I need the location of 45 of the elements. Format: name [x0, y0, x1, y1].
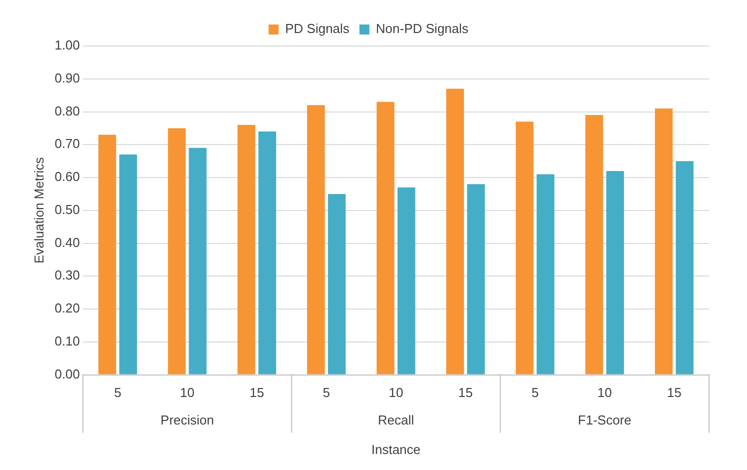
bar: [98, 134, 116, 374]
y-tick-label: 0.60: [54, 169, 80, 184]
legend-label: PD Signals: [285, 21, 350, 36]
bar: [168, 128, 186, 374]
bar: [307, 105, 325, 374]
x-tick-label: 10: [180, 385, 194, 400]
y-tick-label: 0.70: [54, 136, 80, 152]
x-tick-label: 5: [322, 385, 330, 400]
x-tick-label: 5: [531, 385, 539, 400]
bar: [398, 187, 416, 374]
y-tick-label: 0.50: [54, 202, 80, 217]
bar: [258, 131, 276, 374]
text: F1-Score: [578, 412, 632, 428]
y-axis-title: Evaluation Metrics: [31, 156, 46, 264]
legend-label: Non-PD Signals: [376, 21, 469, 36]
y-tick-label: 0.40: [54, 234, 80, 250]
y-tick-label: 0.90: [54, 70, 80, 86]
y-tick-label: 0.20: [54, 300, 80, 316]
bar: [467, 184, 485, 374]
text: Recall: [378, 412, 414, 428]
x-tick-label: 15: [666, 385, 682, 400]
y-tick-label: 0.30: [54, 268, 80, 283]
bar: [328, 194, 346, 374]
bar: [676, 161, 694, 374]
bar: [376, 102, 394, 374]
x-tick-label: 15: [458, 385, 473, 400]
y-tick-label: 0.10: [54, 334, 80, 348]
text: Precision: [160, 412, 214, 428]
y-tick-label: 0.00: [54, 366, 80, 382]
bar: [516, 122, 534, 374]
bar: [238, 124, 256, 374]
bar: [446, 88, 464, 374]
y-tick-label: 0.80: [54, 103, 80, 118]
x-tick-label: 10: [597, 385, 612, 400]
bar: [536, 174, 554, 374]
x-tick-label: 5: [114, 385, 122, 400]
bar: [585, 115, 604, 374]
bar: [119, 154, 137, 374]
y-tick-label: 1.00: [54, 38, 80, 53]
bar: [606, 170, 624, 374]
x-tick-label: 10: [388, 385, 404, 400]
x-axis-title: Instance: [371, 442, 421, 457]
bar: [188, 148, 207, 374]
bar: [654, 108, 673, 374]
x-tick-label: 15: [250, 385, 264, 400]
